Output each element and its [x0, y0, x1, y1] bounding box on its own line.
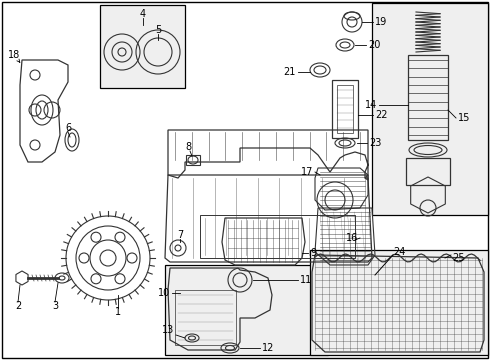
Text: 25: 25 [452, 253, 465, 263]
Bar [408, 55, 448, 140]
Text: 7: 7 [177, 230, 183, 240]
Bar [372, 3, 488, 215]
Text: 14: 14 [365, 100, 377, 110]
Bar [186, 155, 200, 165]
Text: 21: 21 [284, 67, 296, 77]
Text: 10: 10 [158, 288, 170, 298]
Text: 8: 8 [185, 142, 191, 152]
Text: 23: 23 [369, 138, 381, 148]
Text: 22: 22 [375, 110, 388, 120]
Bar [165, 265, 328, 355]
Text: 9: 9 [310, 248, 316, 258]
Text: 12: 12 [262, 343, 274, 353]
Text: 6: 6 [65, 123, 71, 133]
Text: 15: 15 [458, 113, 470, 123]
Bar [337, 85, 353, 133]
Text: 20: 20 [368, 40, 380, 50]
Text: 1: 1 [115, 307, 121, 317]
Bar [175, 290, 236, 345]
Text: 4: 4 [140, 9, 146, 19]
Text: 11: 11 [300, 275, 312, 285]
Text: 2: 2 [15, 301, 21, 311]
Text: 24: 24 [393, 247, 405, 257]
Bar [406, 158, 450, 185]
Bar [100, 5, 185, 88]
Text: 3: 3 [52, 301, 58, 311]
Text: 5: 5 [155, 25, 161, 35]
Text: 17: 17 [301, 167, 313, 177]
Text: 16: 16 [346, 233, 358, 243]
Bar [332, 80, 358, 138]
Text: 19: 19 [375, 17, 387, 27]
Text: 13: 13 [162, 325, 174, 335]
Text: 18: 18 [8, 50, 20, 60]
Bar [310, 250, 488, 355]
